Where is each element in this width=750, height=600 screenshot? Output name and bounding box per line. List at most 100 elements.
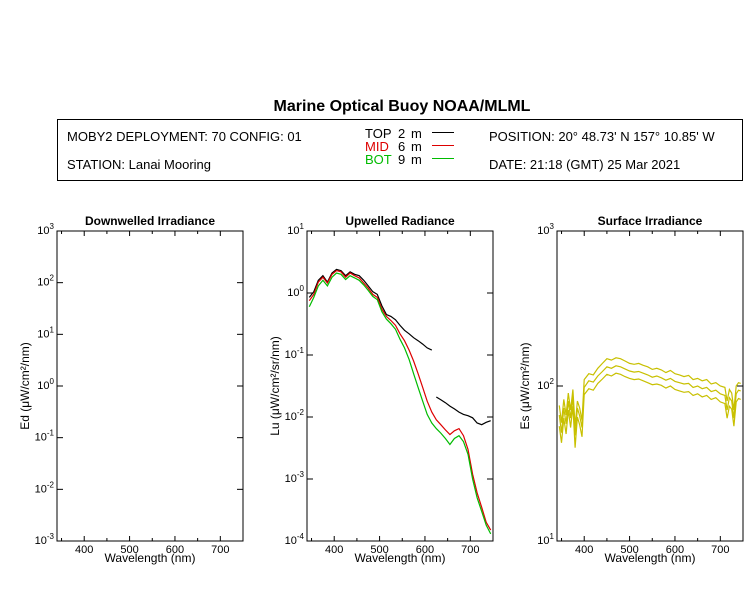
- x-tick-label: 500: [370, 544, 388, 556]
- y-tick-base: 10: [287, 287, 299, 299]
- station-label: STATION: Lanai Mooring: [67, 157, 212, 172]
- y-tick-label: 10-2: [285, 408, 305, 423]
- depth-legend-row: BOT 9 m: [365, 152, 454, 167]
- x-tick-label: 700: [711, 544, 729, 556]
- y-tick-label: 10-3: [285, 470, 305, 485]
- x-tick-label: 700: [211, 544, 229, 556]
- y-tick-exponent: -4: [297, 532, 305, 541]
- depth-label: MID: [365, 139, 389, 154]
- y-tick-base: 10: [287, 225, 299, 237]
- y-tick-base: 10: [35, 535, 47, 547]
- y-tick-label: 102: [37, 274, 54, 289]
- series-line: [558, 372, 741, 448]
- y-tick-base: 10: [285, 411, 297, 423]
- y-tick-label: 10-1: [35, 429, 55, 444]
- depth-unit: m: [411, 152, 422, 167]
- x-tick-label: 500: [620, 544, 638, 556]
- y-tick-label: 10-2: [35, 480, 55, 495]
- y-tick-exponent: 2: [50, 274, 55, 283]
- series-line: [558, 357, 741, 427]
- y-tick-exponent: 0: [300, 284, 305, 293]
- y-tick-label: 100: [37, 377, 54, 392]
- y-tick-label: 10-4: [285, 532, 305, 547]
- chart-panel: Upwelled Radiance 400 500 600 700 Wavelength …: [268, 214, 494, 565]
- y-tick-exponent: -1: [47, 429, 55, 438]
- y-tick-exponent: 2: [550, 377, 555, 386]
- y-tick-label: 101: [287, 222, 304, 237]
- y-tick-label: 10-3: [35, 532, 55, 547]
- y-tick-label: 102: [537, 377, 554, 392]
- deployment-label: MOBY2 DEPLOYMENT: 70 CONFIG: 01: [67, 129, 302, 144]
- y-tick-base: 10: [37, 380, 49, 392]
- series-line: [558, 365, 741, 436]
- depth-unit: m: [411, 126, 422, 141]
- x-tick-label: 400: [325, 544, 343, 556]
- position-label: POSITION: 20° 48.73' N 157° 10.85' W: [489, 129, 715, 144]
- series-line: [308, 269, 492, 531]
- y-tick-exponent: -1: [297, 346, 305, 355]
- y-tick-exponent: 0: [50, 377, 55, 386]
- depth-value: 9: [398, 152, 406, 167]
- x-axis-label: Wavelength (nm): [605, 551, 696, 565]
- y-tick-label: 10-1: [285, 346, 305, 361]
- x-tick-label: 400: [575, 544, 593, 556]
- y-tick-exponent: 1: [50, 325, 55, 334]
- y-tick-exponent: -3: [47, 532, 55, 541]
- x-axis-label: Wavelength (nm): [355, 551, 446, 565]
- date-label: DATE: 21:18 (GMT) 25 Mar 2021: [489, 157, 681, 172]
- y-axis-label: Lu (μW/cm²/sr/nm): [268, 336, 282, 436]
- plot-frame: [306, 230, 494, 542]
- chart-panel: Downwelled Irradiance 400 500 600 700 Wavelen…: [18, 214, 244, 565]
- depth-legend-row: TOP 2 m: [365, 126, 454, 141]
- depth-value: 2: [398, 126, 406, 141]
- depth-label: BOT: [365, 152, 392, 167]
- y-tick-base: 10: [37, 277, 49, 289]
- y-tick-label: 100: [287, 284, 304, 299]
- chart-panel: Surface Irradiance 400 500 600 700 Wavelength…: [518, 214, 744, 565]
- y-tick-label: 103: [37, 222, 54, 237]
- chart-title: Downwelled Irradiance: [85, 214, 215, 228]
- x-tick-label: 700: [461, 544, 479, 556]
- depth-swatch: [431, 158, 454, 160]
- y-tick-label: 103: [537, 222, 554, 237]
- y-tick-exponent: 1: [550, 532, 555, 541]
- y-tick-exponent: 3: [550, 222, 555, 231]
- x-tick-label: 600: [166, 544, 184, 556]
- y-tick-base: 10: [35, 483, 47, 495]
- x-tick-label: 500: [120, 544, 138, 556]
- plot-frame: [56, 230, 244, 542]
- y-tick-exponent: -3: [297, 470, 305, 479]
- y-tick-base: 10: [285, 473, 297, 485]
- y-tick-base: 10: [35, 432, 47, 444]
- y-tick-base: 10: [285, 535, 297, 547]
- depth-legend-row: MID 6 m: [365, 139, 454, 154]
- chart-title: Upwelled Radiance: [345, 214, 455, 228]
- y-tick-label: 101: [37, 325, 54, 340]
- station-info-box: MOBY2 DEPLOYMENT: 70 CONFIG: 01 STATION:…: [57, 119, 743, 181]
- depth-swatch: [431, 132, 454, 134]
- y-tick-exponent: 3: [50, 222, 55, 231]
- x-tick-label: 600: [666, 544, 684, 556]
- y-tick-exponent: 1: [300, 222, 305, 231]
- y-axis-label: Ed (μW/cm²/nm): [18, 342, 32, 430]
- y-axis-label: Es (μW/cm²/nm): [518, 343, 532, 430]
- y-tick-exponent: -2: [47, 480, 55, 489]
- series-line: [308, 272, 492, 535]
- x-tick-label: 600: [416, 544, 434, 556]
- y-tick-exponent: -2: [297, 408, 305, 417]
- depth-unit: m: [411, 139, 422, 154]
- depth-swatch: [431, 145, 454, 147]
- series-line: [435, 396, 491, 426]
- y-tick-base: 10: [285, 349, 297, 361]
- x-axis-label: Wavelength (nm): [105, 551, 196, 565]
- depth-label: TOP: [365, 126, 392, 141]
- depth-value: 6: [398, 139, 406, 154]
- y-tick-base: 10: [537, 225, 549, 237]
- x-tick-label: 400: [75, 544, 93, 556]
- y-tick-base: 10: [37, 328, 49, 340]
- y-tick-base: 10: [537, 380, 549, 392]
- y-tick-base: 10: [37, 225, 49, 237]
- chart-title: Surface Irradiance: [598, 214, 703, 228]
- page-title: Marine Optical Buoy NOAA/MLML: [273, 98, 531, 115]
